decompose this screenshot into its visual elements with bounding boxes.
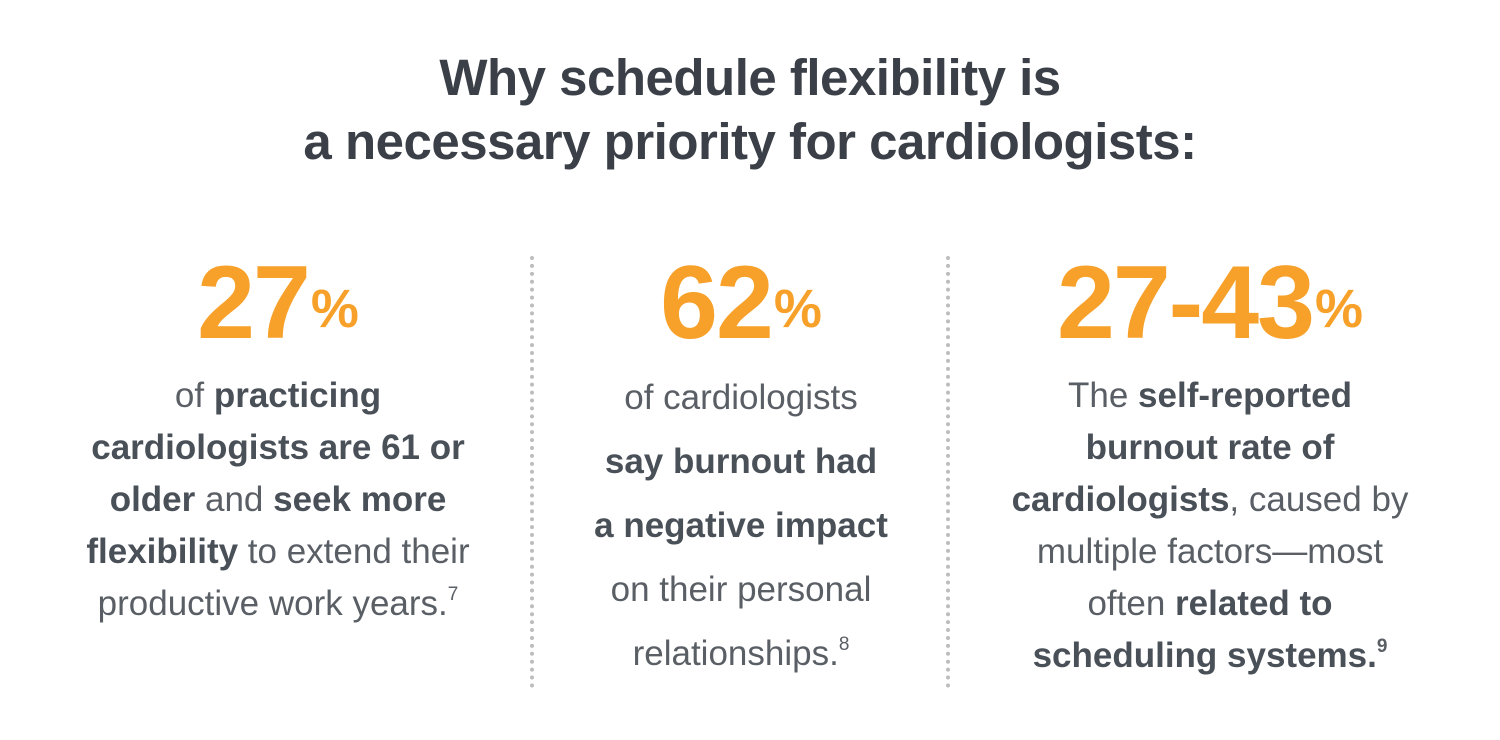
- stat-column-1: 27% of practicing cardiologists are 61 or…: [40, 246, 516, 630]
- emphasis-text: seek more: [273, 480, 447, 519]
- body-text: of: [174, 376, 214, 415]
- body-text: of cardiologists: [624, 378, 858, 417]
- emphasis-text: say burnout had: [604, 442, 878, 481]
- page-title-line-2: a necessary priority for cardiologists:: [303, 113, 1197, 170]
- emphasis-text: related to: [1175, 584, 1333, 623]
- description-line: often related to: [960, 578, 1460, 630]
- emphasis-text: burnout rate of: [1085, 428, 1335, 467]
- emphasis-text: a negative impact: [594, 506, 888, 545]
- page-title-line-1: Why schedule flexibility is: [439, 49, 1061, 106]
- description-line: on their personal: [545, 558, 937, 622]
- column-divider-2: [946, 256, 950, 688]
- stat-column-3: 27-43% The self-reported burnout rate of c…: [960, 246, 1460, 682]
- column-divider-1: [530, 256, 534, 688]
- emphasis-text: cardiologists are 61 or: [91, 428, 465, 467]
- description-line: older and seek more: [40, 474, 516, 526]
- emphasis-text: self-reported: [1138, 376, 1352, 415]
- page-title: Why schedule flexibility is a necessary …: [0, 46, 1500, 174]
- description-line: cardiologists are 61 or: [40, 422, 516, 474]
- emphasis-text: older: [109, 480, 196, 519]
- footnote-ref: 9: [1376, 636, 1388, 658]
- emphasis-text: practicing: [213, 376, 382, 415]
- stat-value-3: 27-43%: [960, 246, 1460, 360]
- description-line: multiple factors—most: [960, 526, 1460, 578]
- emphasis-text: flexibility: [86, 532, 239, 571]
- stat-description-1: of practicing cardiologists are 61 or olde…: [40, 370, 516, 630]
- stat-value-2: 62%: [545, 246, 937, 360]
- percent-sign: %: [773, 279, 822, 339]
- footnote-ref: 8: [838, 634, 850, 656]
- description-line: of cardiologists: [545, 366, 937, 430]
- stat-description-3: The self-reported burnout rate of cardiolo…: [960, 370, 1460, 682]
- body-text: to extend their: [238, 532, 470, 571]
- body-text: The: [1068, 376, 1139, 415]
- percent-sign: %: [1314, 279, 1363, 339]
- description-line: relationships.8: [545, 622, 937, 686]
- stat-column-2: 62% of cardiologists say burnout had a neg…: [545, 246, 937, 686]
- body-text: often: [1087, 584, 1176, 623]
- percent-sign: %: [310, 279, 359, 339]
- description-line: scheduling systems.9: [960, 630, 1460, 682]
- footnote-ref: 7: [447, 584, 459, 606]
- description-line: productive work years.7: [40, 578, 516, 630]
- description-line: a negative impact: [545, 494, 937, 558]
- emphasis-text: scheduling systems.: [1032, 636, 1377, 675]
- stat-number: 62: [660, 245, 774, 361]
- body-text: multiple factors—most: [1036, 532, 1384, 571]
- body-text: productive work years.: [97, 584, 448, 623]
- stat-value-1: 27%: [40, 246, 516, 360]
- body-text: on their personal: [610, 570, 872, 609]
- description-line: of practicing: [40, 370, 516, 422]
- stat-number: 27: [197, 245, 311, 361]
- stat-number: 27-43: [1056, 245, 1315, 361]
- body-text: relationships.: [632, 634, 839, 673]
- body-text: , caused by: [1229, 480, 1409, 519]
- description-line: say burnout had: [545, 430, 937, 494]
- description-line: burnout rate of: [960, 422, 1460, 474]
- stat-description-2: of cardiologists say burnout had a negativ…: [545, 366, 937, 686]
- body-text: and: [195, 480, 274, 519]
- description-line: cardiologists, caused by: [960, 474, 1460, 526]
- description-line: The self-reported: [960, 370, 1460, 422]
- emphasis-text: cardiologists: [1011, 480, 1230, 519]
- description-line: flexibility to extend their: [40, 526, 516, 578]
